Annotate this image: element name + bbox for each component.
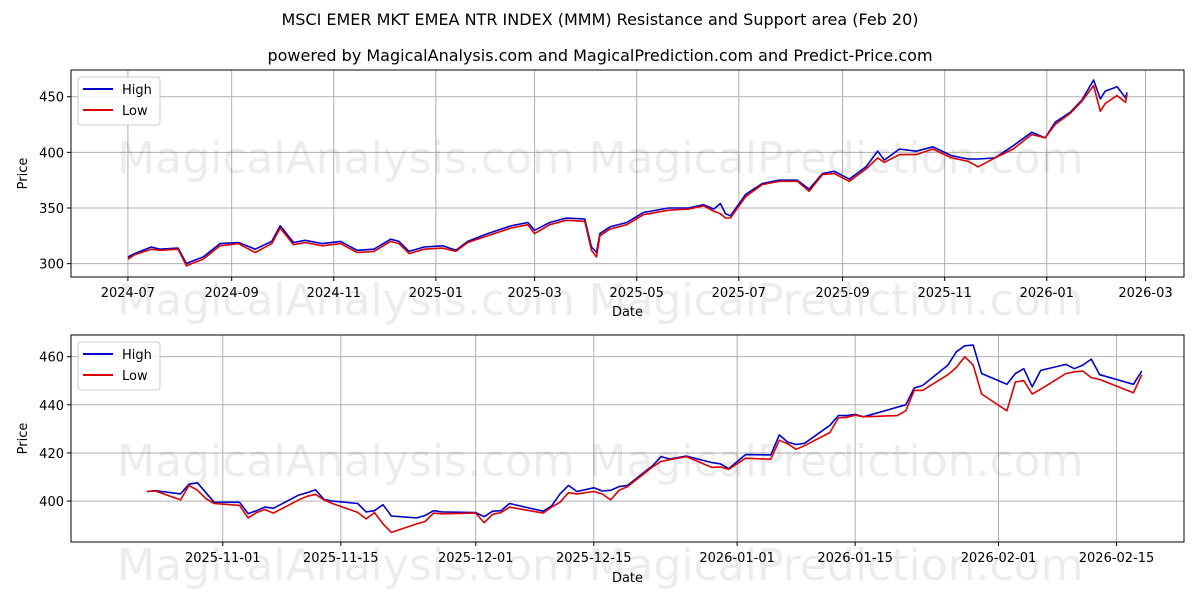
high-series-line [127, 79, 1128, 265]
x-tick-label: 2024-07 [101, 286, 155, 301]
x-tick-label: 2025-11-01 [185, 551, 261, 566]
x-axis-label: Date [612, 305, 643, 320]
x-tick-label: 2024-09 [205, 286, 259, 301]
watermark: MagicalPrediction.com [589, 540, 1084, 591]
x-tick-label: 2026-01-01 [699, 551, 775, 566]
x-tick-label: 2025-11-15 [303, 551, 379, 566]
low-series-line [127, 84, 1128, 267]
y-axis-label: Price [16, 158, 31, 190]
recent-period-chart-panel: 400 420 440 460 2025-11-01 2025-11-15 2025-12-… [16, 334, 1185, 591]
legend: High Low [77, 341, 161, 391]
legend-label-low: Low [122, 104, 148, 119]
y-tick-label: 440 [39, 399, 64, 414]
y-tick-label: 350 [39, 202, 64, 217]
low-series-line [146, 355, 1143, 534]
x-tick-label: 2025-12-01 [438, 551, 514, 566]
watermark: MagicalAnalysis.com [117, 133, 575, 184]
watermark: MagicalPrediction.com [589, 275, 1084, 326]
y-tick-label: 300 [39, 258, 64, 273]
x-tick-label: 2025-07 [712, 286, 766, 301]
x-axis-label: Date [612, 571, 643, 586]
watermark: MagicalAnalysis.com [117, 275, 575, 326]
watermark: MagicalAnalysis.com [117, 436, 575, 487]
plot-frame [70, 69, 1185, 278]
x-tick-label: 2025-05 [610, 286, 664, 301]
high-series-line [146, 344, 1143, 519]
legend-label-low: Low [122, 369, 148, 384]
legend-label-high: High [122, 348, 152, 363]
x-tick-label: 2026-01 [1020, 286, 1074, 301]
y-tick-label: 450 [39, 91, 64, 106]
plot-frame [70, 334, 1185, 543]
watermark: MagicalAnalysis.com [117, 540, 575, 591]
x-tick-label: 2025-09 [815, 286, 869, 301]
x-tick-label: 2026-01-15 [817, 551, 893, 566]
x-tick-label: 2026-02-15 [1079, 551, 1155, 566]
chart-subtitle: powered by MagicalAnalysis.com and Magic… [267, 46, 933, 65]
y-axis-label: Price [16, 423, 31, 455]
x-tick-label: 2025-01 [409, 286, 463, 301]
x-tick-label: 2025-11 [917, 286, 971, 301]
y-tick-label: 400 [39, 146, 64, 161]
x-tick-label: 2024-11 [307, 286, 361, 301]
y-tick-label: 460 [39, 351, 64, 366]
y-tick-label: 400 [39, 495, 64, 510]
legend: High Low [77, 76, 161, 126]
legend-label-high: High [122, 83, 152, 98]
y-tick-label: 420 [39, 447, 64, 462]
x-tick-label: 2025-12-15 [556, 551, 632, 566]
x-tick-label: 2025-03 [507, 286, 561, 301]
x-tick-label: 2026-02-01 [961, 551, 1037, 566]
watermark: MagicalPrediction.com [589, 133, 1084, 184]
x-tick-label: 2026-03 [1118, 286, 1172, 301]
full-period-chart-panel: 300 350 400 450 2024-07 2024-09 2024-11 2025-01… [16, 69, 1185, 326]
watermark: MagicalPrediction.com [589, 436, 1084, 487]
chart-title: MSCI EMER MKT EMEA NTR INDEX (MMM) Resis… [281, 10, 919, 29]
